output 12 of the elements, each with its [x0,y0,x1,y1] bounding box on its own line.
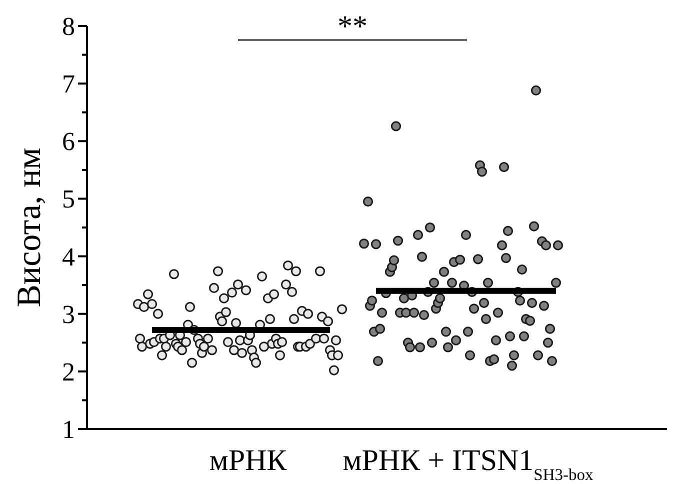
y-axis-title: Висота, нм [11,148,48,308]
x-tick-label: мРНК + ITSN1$_{SH3-box}$ [342,444,594,484]
annotation: ** [338,10,368,43]
y-tick-label: 5 [62,184,75,214]
y-tick-label: 2 [62,356,75,386]
y-tick-label: 7 [62,69,75,98]
y-tick-label: 4 [62,242,75,271]
y-tick-label: 3 [62,299,75,328]
y-tick-label: 1 [62,414,75,444]
x-tick-label: мРНК [209,444,288,477]
y-tick-label: 8 [62,12,75,40]
y-tick-label: 6 [62,126,75,156]
